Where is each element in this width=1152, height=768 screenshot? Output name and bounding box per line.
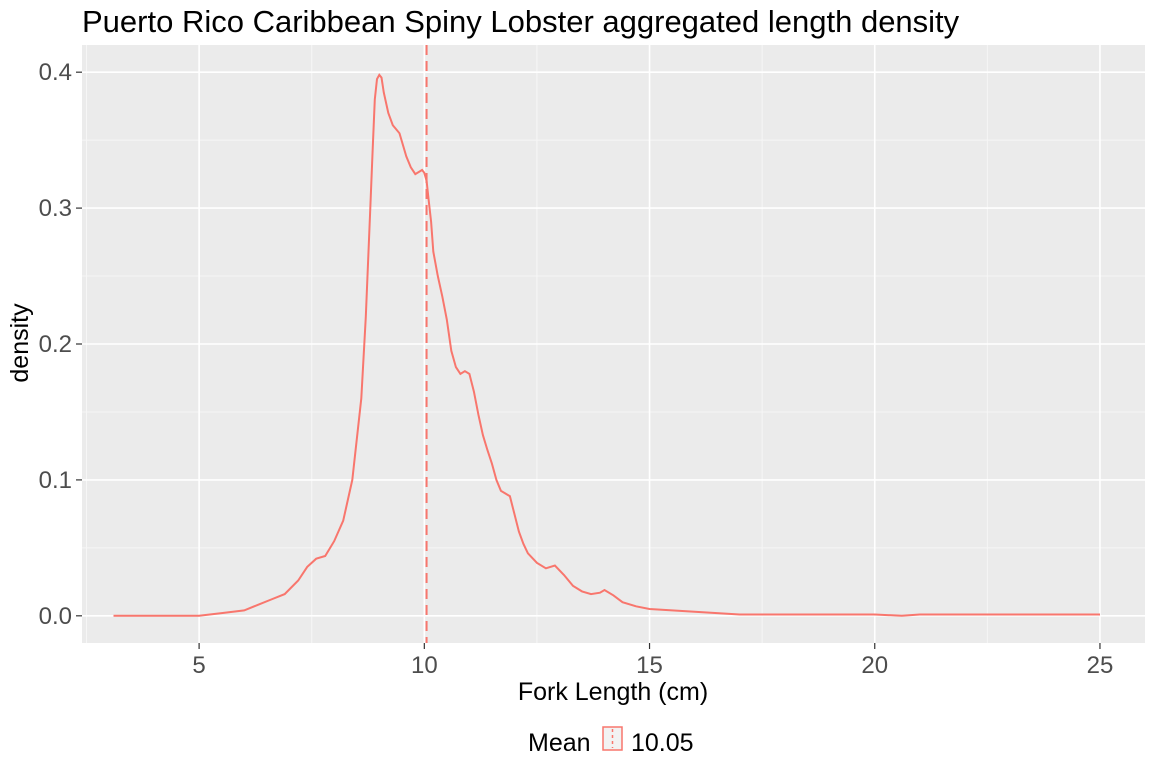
y-tick-label: 0.3: [39, 195, 72, 222]
x-axis-ticks: 5 10 15 20 25: [192, 643, 1113, 679]
legend-title: Mean: [528, 729, 591, 757]
y-tick-label: 0.2: [39, 331, 72, 358]
x-tick-label: 25: [1087, 652, 1114, 679]
x-tick-label: 15: [636, 652, 663, 679]
grid-major: [82, 45, 1145, 643]
legend: Mean 10.05: [528, 726, 694, 757]
chart-title: Puerto Rico Caribbean Spiny Lobster aggr…: [82, 4, 960, 39]
x-tick-label: 5: [192, 652, 205, 679]
y-axis-title: density: [6, 303, 34, 383]
x-tick-label: 10: [411, 652, 438, 679]
x-axis-title: Fork Length (cm): [518, 678, 708, 706]
y-tick-label: 0.1: [39, 467, 72, 494]
legend-key: [602, 726, 623, 751]
y-tick-label: 0.4: [39, 59, 72, 86]
y-axis-ticks: 0.0 0.1 0.2 0.3 0.4: [39, 59, 82, 630]
density-line: [113, 73, 1100, 617]
y-tick-label: 0.0: [39, 603, 72, 630]
legend-entry-mean: 10.05: [631, 729, 694, 757]
x-tick-label: 20: [861, 652, 888, 679]
